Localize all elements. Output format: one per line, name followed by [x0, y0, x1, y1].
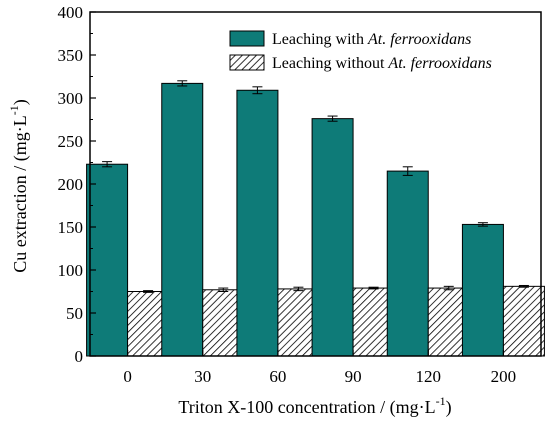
x-tick-label: 0	[123, 367, 132, 386]
y-tick-label: 100	[58, 261, 84, 280]
y-axis-title-tail: )	[10, 99, 31, 105]
bar-without-200	[502, 285, 545, 357]
y-tick-label: 50	[66, 304, 83, 323]
bar-with-0	[86, 163, 129, 357]
legend-swatch-without	[229, 54, 265, 71]
x-tick-label: 200	[491, 367, 517, 386]
x-axis: 0 30 60 90 120 200	[123, 350, 516, 386]
legend-label-with: Leaching with At. ferrooxidans	[272, 31, 471, 48]
x-axis-title: Triton X-100 concentration / (mg·L-1)	[178, 394, 451, 418]
y-axis-title: Cu extraction / (mg·L-1)	[7, 99, 31, 272]
y-tick-label: 200	[58, 175, 84, 194]
x-tick-label: 30	[194, 367, 211, 386]
x-axis-title-tail: )	[446, 397, 452, 418]
legend-label-with-italic: At. ferrooxidans	[367, 31, 471, 48]
y-tick-label: 250	[58, 132, 84, 151]
legend-swatch-with	[229, 30, 265, 47]
y-tick-label: 150	[58, 218, 84, 237]
x-tick-label: 90	[345, 367, 362, 386]
legend-label-with-prefix: Leaching with	[272, 31, 368, 48]
y-tick-label: 400	[58, 3, 84, 22]
x-tick-label: 60	[269, 367, 286, 386]
legend: Leaching with At. ferrooxidans Leaching …	[229, 30, 492, 72]
bar-with-30	[161, 82, 204, 357]
bar-with-60	[236, 89, 279, 357]
legend-label-without-prefix: Leaching without	[272, 55, 388, 72]
y-axis-title-sup: -1	[7, 105, 21, 115]
bar-with-90	[311, 118, 354, 357]
y-tick-label: 300	[58, 89, 84, 108]
bar-with-120	[386, 170, 429, 357]
y-axis: 0 50 100 150 200 250 300 350 400	[58, 3, 96, 366]
x-tick-label: 120	[416, 367, 442, 386]
y-tick-label: 0	[75, 347, 84, 366]
legend-label-without: Leaching without At. ferrooxidans	[272, 55, 492, 72]
x-axis-title-sup: -1	[436, 394, 446, 408]
bar-with-200	[461, 223, 504, 357]
y-tick-label: 350	[58, 46, 84, 65]
legend-label-without-italic: At. ferrooxidans	[387, 55, 491, 72]
bars-layer	[86, 82, 545, 357]
y-axis-title-main: Cu extraction / (mg·L	[10, 115, 31, 272]
x-axis-title-main: Triton X-100 concentration / (mg·L	[178, 397, 435, 418]
error-bars-layer	[102, 80, 529, 293]
